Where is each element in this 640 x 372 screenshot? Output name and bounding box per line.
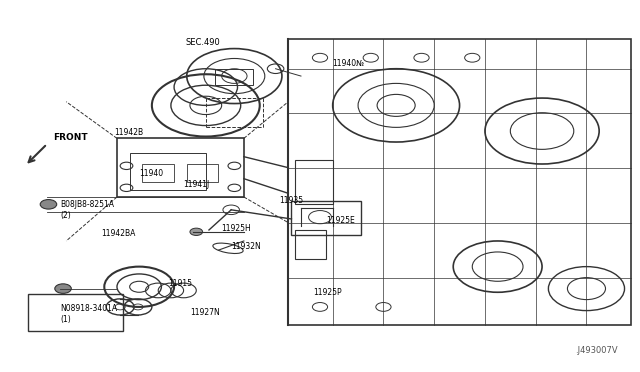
Text: (2): (2) <box>60 211 70 220</box>
Text: SEC.490: SEC.490 <box>185 38 220 47</box>
Text: 11942BA: 11942BA <box>101 229 136 238</box>
Bar <box>291 201 361 235</box>
Bar <box>187 164 218 182</box>
Bar <box>142 164 174 182</box>
Text: .J493007V: .J493007V <box>575 346 618 355</box>
Bar <box>288 39 631 325</box>
Text: 11925H: 11925H <box>221 224 252 232</box>
Text: 11935: 11935 <box>279 196 303 205</box>
Circle shape <box>55 284 71 294</box>
Circle shape <box>190 228 203 235</box>
Bar <box>294 160 333 204</box>
Text: 11915: 11915 <box>168 279 192 288</box>
Text: 11940: 11940 <box>139 169 163 178</box>
Text: FRONT: FRONT <box>54 133 88 142</box>
Text: 11941J: 11941J <box>184 180 210 189</box>
Text: 11942B: 11942B <box>114 128 143 137</box>
Text: 11940№: 11940№ <box>333 59 365 68</box>
Text: 11925E: 11925E <box>326 216 355 225</box>
Text: (1): (1) <box>60 315 70 324</box>
Text: 11932N: 11932N <box>231 242 261 251</box>
Bar <box>117 138 244 197</box>
Text: 11927N: 11927N <box>190 308 220 317</box>
Bar <box>215 69 253 85</box>
Bar <box>130 153 206 190</box>
Bar <box>28 294 124 331</box>
Text: B08JB8-8251A: B08JB8-8251A <box>60 200 114 209</box>
Circle shape <box>40 199 57 209</box>
Text: N08918-3401A: N08918-3401A <box>60 304 117 313</box>
Bar <box>294 230 326 259</box>
Text: 11925P: 11925P <box>314 288 342 297</box>
